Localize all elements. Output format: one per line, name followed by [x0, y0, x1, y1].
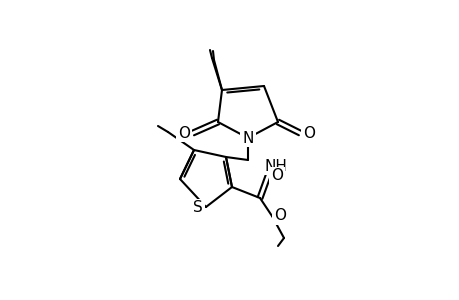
- Text: NH: NH: [264, 158, 287, 173]
- Text: N: N: [242, 130, 253, 146]
- Text: O: O: [274, 208, 285, 224]
- Text: O: O: [270, 169, 282, 184]
- Text: O: O: [178, 125, 190, 140]
- Text: S: S: [193, 200, 202, 215]
- Text: O: O: [302, 125, 314, 140]
